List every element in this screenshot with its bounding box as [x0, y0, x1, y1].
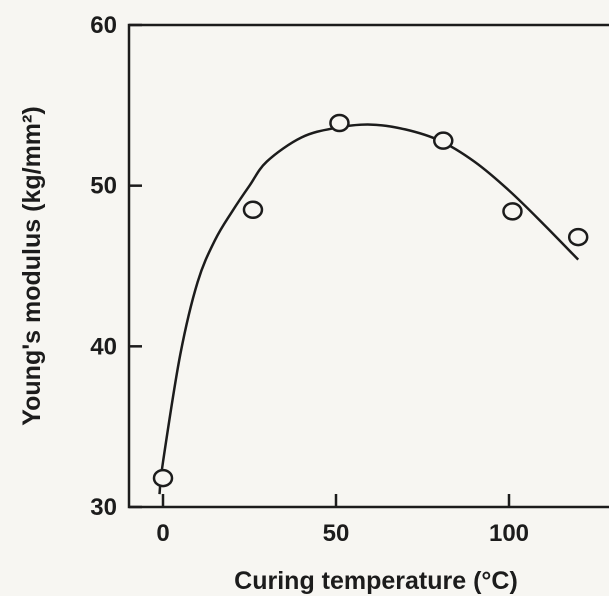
plot-frame: [127, 23, 609, 509]
y-axis-title: Young's modulus (kg/mm²): [18, 106, 46, 425]
y-tick-label: 60: [90, 12, 117, 39]
fit-curve: [158, 123, 580, 495]
x-axis-title: Curing temperature (°C): [234, 567, 518, 595]
x-tick-label: 0: [156, 520, 169, 547]
data-point: [433, 131, 454, 150]
data-point: [502, 202, 523, 221]
data-point: [329, 113, 350, 133]
data-point: [152, 468, 174, 488]
x-axis: 0 50 100: [156, 494, 529, 547]
data-point: [242, 200, 264, 220]
y-axis: 30 40 50 60: [90, 12, 142, 521]
x-tick-label: 50: [323, 520, 350, 547]
y-tick-label: 30: [90, 494, 117, 521]
fit-curve-layer: [158, 123, 580, 495]
y-tick-label: 50: [90, 173, 117, 200]
data-points: [152, 113, 589, 488]
x-tick-label: 100: [489, 520, 529, 547]
data-point: [567, 227, 589, 247]
y-tick-label: 40: [90, 333, 117, 360]
